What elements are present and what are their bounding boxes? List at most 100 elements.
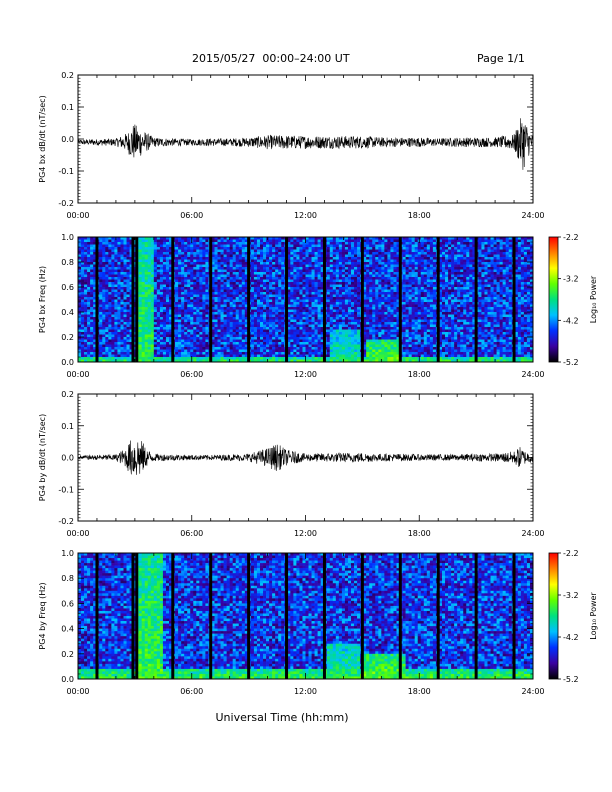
heatmap-cell [241, 284, 246, 288]
heatmap-cell [344, 339, 349, 343]
heatmap-cell [187, 284, 191, 288]
heatmap-cell [223, 292, 227, 295]
heatmap-cell [263, 334, 267, 338]
heatmap-cell [223, 357, 227, 360]
heatmap-cell [129, 312, 133, 315]
heatmap-cell [111, 254, 115, 258]
heatmap-cell [338, 279, 343, 283]
heatmap-cell [305, 294, 309, 298]
heatmap-cell [269, 292, 273, 295]
heatmap-cell [332, 244, 337, 248]
heatmap-cell [81, 264, 85, 268]
heatmap-cell [272, 249, 276, 253]
heatmap-cell [320, 312, 324, 315]
heatmap-cell [299, 354, 303, 358]
heatmap-cell [84, 349, 88, 353]
heatmap-cell [238, 302, 243, 305]
heatmap-cell [81, 322, 85, 325]
heatmap-cell [90, 277, 94, 280]
heatmap-cell [217, 312, 221, 315]
heatmap-cell [178, 334, 182, 338]
heatmap-cell [354, 247, 358, 250]
heatmap-cell [244, 264, 249, 268]
heatmap-cell [250, 327, 255, 330]
heatmap-cell [241, 314, 246, 318]
heatmap-cell [232, 314, 237, 318]
heatmap-cell [102, 264, 106, 268]
heatmap-cell [105, 344, 109, 348]
heatmap-cell [329, 334, 334, 338]
heatmap-cell [223, 337, 227, 340]
heatmap-cell [108, 259, 112, 263]
heatmap-cell [184, 309, 188, 313]
heatmap-cell [260, 244, 264, 248]
heatmap-cell [84, 239, 88, 243]
heatmap-cell [217, 352, 221, 355]
heatmap-cell [347, 257, 352, 260]
heatmap-cell [253, 297, 258, 300]
heatmap-cell [217, 272, 221, 275]
heatmap-cell [202, 287, 206, 290]
heatmap-cell [220, 254, 224, 258]
heatmap-cell [199, 249, 203, 253]
heatmap-cell [144, 279, 149, 283]
heatmap-cell [102, 252, 106, 255]
heatmap-cell [159, 294, 164, 298]
heatmap-cell [338, 304, 343, 308]
heatmap-cell [250, 317, 255, 320]
heatmap-cell [332, 242, 337, 245]
heatmap-cell [278, 319, 282, 323]
heatmap-cell [159, 327, 164, 330]
heatmap-cell [338, 357, 343, 360]
heatmap-cell [357, 274, 361, 278]
heatmap-cell [105, 277, 109, 280]
heatmap-cell [187, 279, 191, 283]
heatmap-cell [311, 324, 315, 328]
heatmap-cell [269, 274, 273, 278]
heatmap-cell [229, 289, 233, 293]
heatmap-cell [211, 337, 215, 340]
heatmap-cell [108, 307, 112, 310]
heatmap-cell [144, 277, 149, 280]
heatmap-cell [175, 249, 179, 253]
heatmap-cell [311, 339, 315, 343]
heatmap-cell [147, 317, 152, 320]
heatmap-cell [269, 307, 273, 310]
heatmap-cell [329, 309, 334, 313]
heatmap-cell [178, 274, 182, 278]
heatmap-cell [332, 279, 337, 283]
heatmap-cell [141, 237, 146, 240]
heatmap-cell [266, 322, 270, 325]
heatmap-cell [347, 247, 352, 250]
heatmap-cell [363, 264, 367, 268]
heatmap-cell [78, 239, 82, 243]
heatmap-cell [78, 252, 82, 255]
heatmap-cell [341, 312, 346, 315]
heatmap-cell [156, 319, 161, 323]
heatmap-cell [320, 269, 324, 273]
heatmap-cell [341, 294, 346, 298]
heatmap-cell [147, 302, 152, 305]
heatmap-cell [159, 247, 164, 250]
heatmap-cell [159, 289, 164, 293]
heatmap-cell [253, 254, 258, 258]
heatmap-cell [138, 282, 142, 285]
heatmap-cell [281, 249, 285, 253]
heatmap-cell [305, 359, 309, 363]
heatmap-cell [256, 247, 261, 250]
heatmap-cell [335, 354, 340, 358]
heatmap-cell [150, 334, 155, 338]
heatmap-cell [211, 289, 215, 293]
heatmap-cell [217, 287, 221, 290]
heatmap-cell [266, 332, 270, 335]
heatmap-cell [87, 314, 91, 318]
heatmap-cell [281, 247, 285, 250]
heatmap-cell [296, 339, 300, 343]
heatmap-cell [293, 342, 297, 345]
heatmap-cell [256, 312, 261, 315]
heatmap-cell [305, 277, 309, 280]
heatmap-cell [193, 339, 197, 343]
heatmap-cell [338, 252, 343, 255]
heatmap-cell [144, 282, 149, 285]
heatmap-cell [84, 247, 88, 250]
